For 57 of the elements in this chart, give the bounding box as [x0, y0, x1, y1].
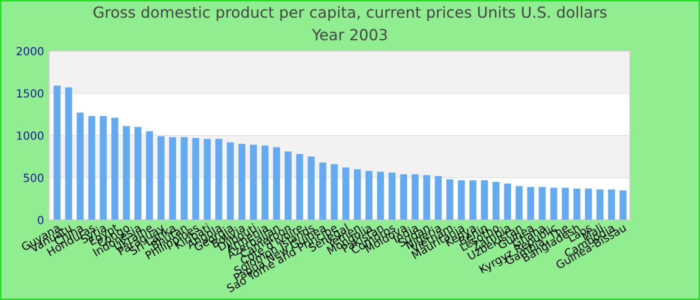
bar: [573, 188, 580, 220]
bar: [308, 156, 315, 220]
bar: [516, 186, 523, 220]
bar: [365, 170, 372, 220]
bar: [469, 180, 476, 220]
bar: [158, 136, 165, 220]
bar: [423, 175, 430, 220]
bar: [527, 186, 534, 220]
bar: [538, 186, 546, 220]
bar: [146, 131, 153, 220]
bar: [54, 86, 61, 220]
y-tick-label: 1500: [17, 89, 44, 98]
y-tick-label: 0: [38, 216, 44, 224]
bar: [480, 180, 488, 220]
bar: [296, 154, 304, 220]
chart-subtitle: Year 2003: [312, 28, 387, 40]
bar: [354, 169, 361, 220]
bar: [100, 116, 107, 220]
bar: [562, 188, 569, 220]
bar: [262, 146, 268, 220]
bar: [620, 190, 627, 220]
bar: [226, 142, 234, 220]
bar: [284, 151, 292, 220]
bar: [596, 190, 604, 220]
bar: [504, 184, 512, 220]
bar: [608, 190, 615, 220]
bar: [584, 188, 592, 220]
y-tick-label: 2000: [16, 46, 44, 56]
bar: [550, 188, 558, 220]
bar: [273, 147, 280, 220]
bar: [215, 138, 222, 220]
bar: [76, 112, 84, 220]
bar: [434, 176, 442, 220]
bar: [111, 118, 118, 220]
y-tick-label: 1000: [17, 131, 44, 140]
bar: [446, 179, 454, 220]
bar: [88, 116, 96, 220]
y-tick-label: 500: [24, 174, 44, 182]
bar: [388, 172, 396, 220]
bar: [169, 137, 176, 220]
bar: [319, 162, 326, 220]
bar: [250, 144, 257, 220]
bar: [400, 174, 408, 220]
bar: [492, 182, 500, 220]
bar: [204, 138, 211, 220]
bar: [377, 172, 384, 220]
bar: [122, 126, 130, 220]
bar: [330, 164, 338, 220]
bar: [134, 127, 142, 220]
bar: [180, 137, 188, 220]
bar: [342, 168, 350, 220]
chart-title: Gross domestic product per capita, current prices Units U.S. dollars: [94, 6, 607, 21]
bar: [65, 87, 72, 220]
bar: [192, 138, 200, 220]
bar: [412, 174, 419, 220]
bar: [458, 180, 465, 220]
bar: [238, 144, 246, 220]
